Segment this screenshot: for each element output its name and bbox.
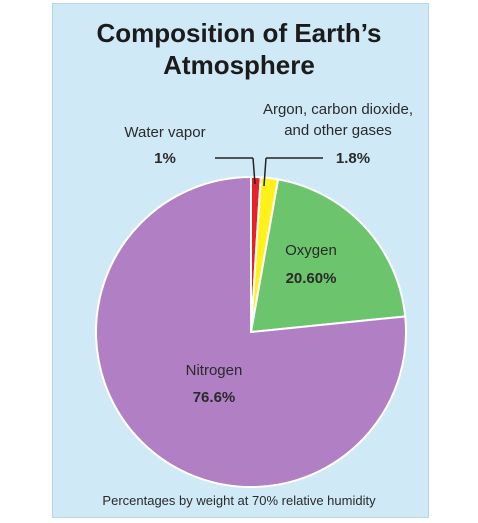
chart-title-line-2: Atmosphere <box>163 50 315 80</box>
argon-value: 1.8% <box>336 150 370 167</box>
chart-title-line-1: Composition of Earth’s <box>96 18 381 48</box>
water-vapor-value: 1% <box>154 150 176 167</box>
chart-card: Composition of Earth’s Atmosphere Water … <box>52 3 429 518</box>
oxygen-value: 20.60% <box>286 270 337 287</box>
pie-slice-oxygen <box>249 178 407 334</box>
argon-leader-tick <box>263 157 267 187</box>
pie-chart: Composition of Earth’s Atmosphere Water … <box>95 18 413 508</box>
chart-footnote: Percentages by weight at 70% relative hu… <box>102 493 376 508</box>
argon-label-line-1: Argon, carbon dioxide, <box>263 101 413 118</box>
nitrogen-value: 76.6% <box>193 389 236 406</box>
pie-slice-nitrogen <box>95 175 407 488</box>
nitrogen-label: Nitrogen <box>186 362 243 379</box>
argon-label-line-2: and other gases <box>284 122 392 139</box>
water-vapor-label: Water vapor <box>124 124 205 141</box>
oxygen-label: Oxygen <box>285 242 337 259</box>
water-vapor-leader-tick <box>252 157 256 185</box>
